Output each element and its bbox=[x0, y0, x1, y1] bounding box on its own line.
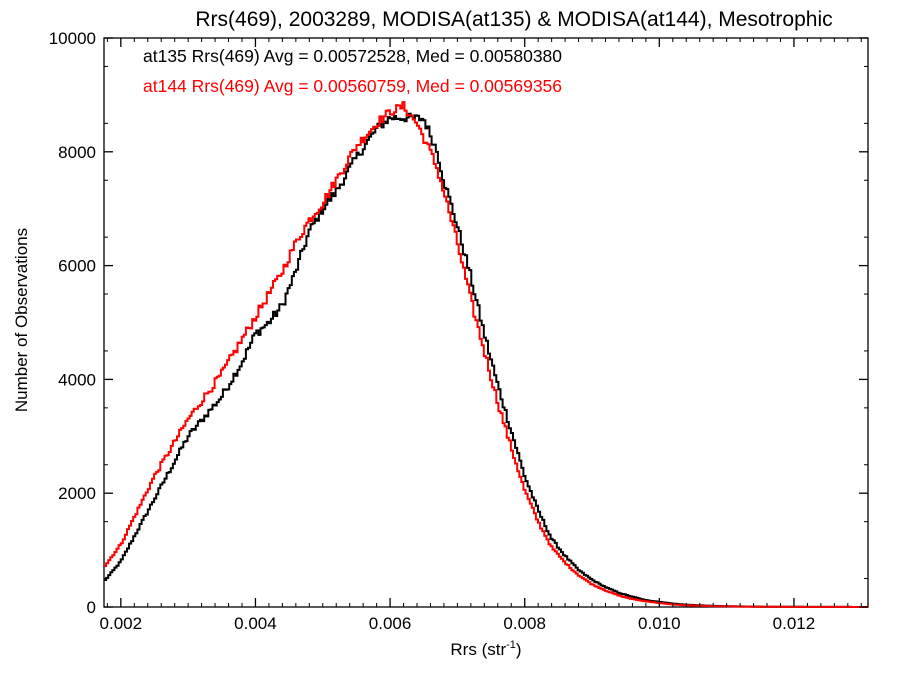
y-tick-label: 4000 bbox=[58, 370, 96, 389]
y-axis-label: Number of Observations bbox=[12, 228, 31, 412]
x-tick-label: 0.006 bbox=[369, 614, 412, 633]
x-tick-label: 0.002 bbox=[100, 614, 143, 633]
x-tick-label: 0.010 bbox=[638, 614, 681, 633]
plot-frame bbox=[103, 37, 869, 608]
x-tick-label: 0.012 bbox=[773, 614, 816, 633]
x-axis-label: Rrs (str-1) bbox=[450, 639, 521, 659]
legend-entry-at135: at135 Rrs(469) Avg = 0.00572528, Med = 0… bbox=[143, 46, 562, 66]
axes-layer: 0.002 0.004 0.006 0.008 0.010 0.012 0 2000 4000 6… bbox=[49, 29, 868, 633]
y-tick-label: 10000 bbox=[49, 29, 96, 48]
series-line-at135 bbox=[104, 112, 868, 608]
x-axis-label-end: ) bbox=[516, 640, 522, 659]
y-tick-label: 0 bbox=[87, 598, 96, 617]
x-axis-label-main: Rrs (str bbox=[450, 640, 506, 659]
series-layer bbox=[104, 101, 868, 608]
plot-area bbox=[103, 37, 869, 608]
y-tick-label: 6000 bbox=[58, 257, 96, 276]
series-line-at144 bbox=[104, 101, 868, 608]
y-tick-label: 2000 bbox=[58, 484, 96, 503]
x-axis-label-superscript: -1 bbox=[506, 639, 516, 651]
x-tick-label: 0.004 bbox=[234, 614, 277, 633]
x-tick-label: 0.008 bbox=[503, 614, 546, 633]
y-tick-label: 8000 bbox=[58, 143, 96, 162]
legend-entry-at144: at144 Rrs(469) Avg = 0.00560759, Med = 0… bbox=[143, 76, 562, 96]
chart-title: Rrs(469), 2003289, MODISA(at135) & MODIS… bbox=[195, 8, 832, 31]
